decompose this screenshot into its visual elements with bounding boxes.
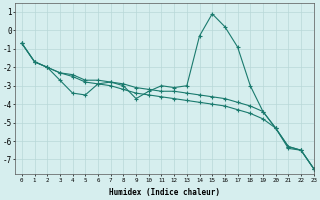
X-axis label: Humidex (Indice chaleur): Humidex (Indice chaleur): [109, 188, 220, 197]
